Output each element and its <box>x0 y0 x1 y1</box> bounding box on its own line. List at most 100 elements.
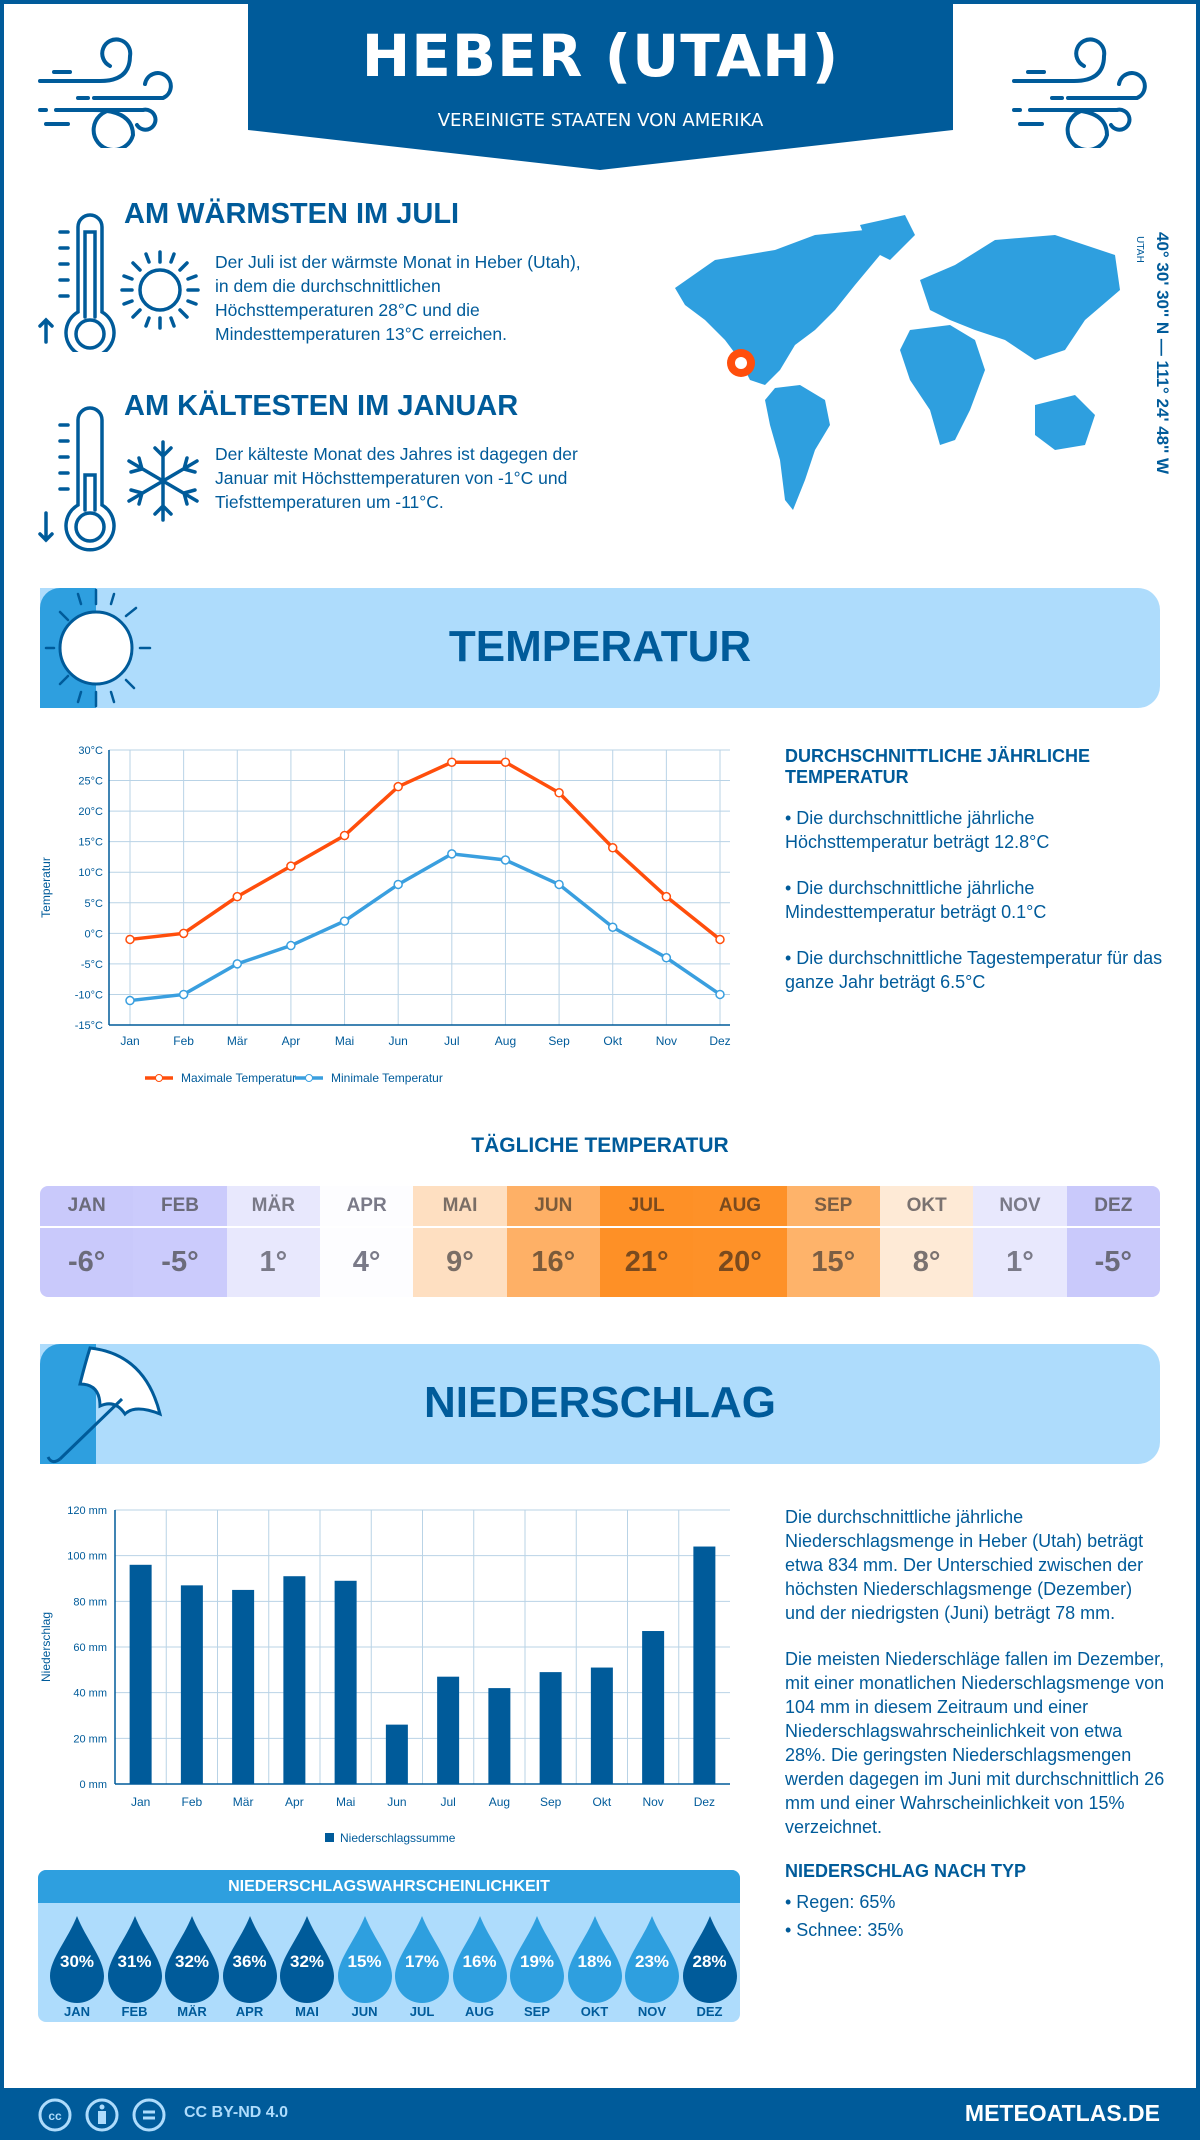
daily-value-7: 20° <box>693 1227 787 1297</box>
bar-Jun <box>385 1724 408 1784</box>
bar-Okt <box>590 1667 613 1784</box>
probability-drop: 17% JUL <box>393 1914 451 2019</box>
daily-month-3: APR <box>319 1186 414 1228</box>
data-point <box>661 891 672 902</box>
daily-value-0: -6° <box>40 1227 134 1297</box>
raindrop-icon <box>337 1916 392 2003</box>
annual-bullet-max: • Die durchschnittliche jährliche Höchst… <box>785 808 1050 852</box>
sun-icon <box>120 250 200 330</box>
daily-temperature-title: TÄGLICHE TEMPERATUR <box>471 1134 729 1157</box>
y-tick-label: 80 mm <box>73 1596 107 1608</box>
sun-banner-icon <box>44 588 152 708</box>
data-point <box>554 788 564 798</box>
attribution-icon <box>85 2098 119 2132</box>
annual-bullet-avg: • Die durchschnittliche Tagestemperatur … <box>785 948 1163 992</box>
site-link[interactable]: METEOATLAS.DE <box>964 2100 1160 2126</box>
x-tick-label: Aug <box>495 1034 516 1048</box>
data-point <box>286 861 296 871</box>
x-tick-label: Jan <box>120 1034 139 1048</box>
x-tick-label: Feb <box>182 1795 203 1809</box>
probability-value: 30% <box>59 1952 95 1971</box>
y-tick-label: 20°C <box>78 806 103 818</box>
x-tick-label: Dez <box>694 1795 715 1809</box>
y-axis-label: Niederschlag <box>39 1612 53 1682</box>
precipitation-type-heading: NIEDERSCHLAG NACH TYP <box>785 1861 1027 1881</box>
footer: cc CC BY-ND 4.0 METEOATLAS.DE <box>0 2088 1200 2140</box>
bar-Mär <box>232 1589 255 1784</box>
raindrop-icon <box>280 1916 334 2003</box>
daily-month-11: DEZ <box>1066 1186 1160 1228</box>
probability-value: 16% <box>462 1952 497 1971</box>
probability-month: APR <box>235 2004 264 2019</box>
x-tick-label: Jul <box>440 1795 455 1809</box>
legend-marker <box>305 1074 313 1082</box>
probability-month: JUL <box>409 2004 435 2019</box>
x-tick-label: Dez <box>709 1034 730 1048</box>
cc-icon <box>38 2098 72 2132</box>
x-tick-label: Okt <box>603 1034 622 1048</box>
x-tick-label: Jan <box>131 1795 150 1809</box>
bar-Apr <box>283 1576 306 1784</box>
thermometer-cold-icon <box>38 406 116 552</box>
probability-value: 28% <box>692 1952 727 1971</box>
x-tick-label: Apr <box>285 1795 304 1809</box>
daily-value-3: 4° <box>319 1227 414 1297</box>
precipitation-text-2: Die meisten Niederschläge fallen im Deze… <box>785 1649 1165 1837</box>
probability-value: 18% <box>577 1952 612 1971</box>
daily-month-7: AUG <box>693 1186 787 1228</box>
raindrop-icon <box>165 1916 219 2003</box>
daily-value-6: 21° <box>599 1227 694 1297</box>
y-tick-label: 10°C <box>78 867 103 879</box>
coldest-text: Der kälteste Monat des Jahres ist dagege… <box>215 444 578 512</box>
data-point <box>339 916 350 926</box>
y-tick-label: 100 mm <box>67 1551 107 1563</box>
data-point <box>607 843 618 853</box>
world-map <box>675 215 1120 510</box>
probability-drop: 19% SEP <box>508 1914 566 2019</box>
x-tick-label: Sep <box>548 1034 570 1048</box>
probability-month: MÄR <box>177 2004 207 2019</box>
data-point <box>339 830 350 841</box>
probability-month: SEP <box>523 2004 550 2019</box>
y-tick-label: -10°C <box>75 989 103 1001</box>
probability-drop: 32% MÄR <box>163 1914 221 2019</box>
data-point <box>607 922 618 932</box>
x-tick-label: Okt <box>593 1795 612 1809</box>
data-point <box>232 891 243 902</box>
y-tick-label: 5°C <box>85 898 104 910</box>
region-label: UTAH <box>1134 236 1145 264</box>
probability-drop: 23% NOV <box>623 1914 681 2019</box>
daily-month-5: JUN <box>506 1186 600 1228</box>
y-tick-label: 15°C <box>78 837 103 849</box>
data-point <box>715 989 725 1000</box>
daily-value-4: 9° <box>413 1227 507 1297</box>
header-banner <box>248 0 953 170</box>
probability-month: FEB <box>121 2004 148 2019</box>
daily-month-1: FEB <box>133 1186 227 1228</box>
y-tick-label: -5°C <box>81 959 103 971</box>
daily-value-1: -5° <box>133 1227 227 1297</box>
y-axis-label: Temperatur <box>39 857 53 918</box>
daily-month-6: JUL <box>599 1186 694 1228</box>
raindrop-icon <box>625 1916 679 2003</box>
temperature-banner-title: TEMPERATUR <box>448 622 752 671</box>
precipitation-text-1: Die durchschnittliche jährliche Niedersc… <box>785 1507 1144 1623</box>
probability-value: 17% <box>404 1952 440 1971</box>
y-tick-label: 0 mm <box>80 1779 108 1791</box>
bar-Jul <box>437 1676 460 1784</box>
x-tick-label: Feb <box>173 1034 194 1048</box>
x-tick-label: Apr <box>282 1034 301 1048</box>
no-derivatives-icon <box>132 2098 166 2132</box>
data-point <box>393 781 403 792</box>
probability-drop: 30% JAN <box>48 1914 106 2019</box>
y-tick-label: 120 mm <box>67 1505 107 1517</box>
precipitation-banner: NIEDERSCHLAG <box>40 1344 1160 1464</box>
legend-marker <box>155 1074 163 1082</box>
precipitation-probability-title: NIEDERSCHLAGSWAHRSCHEINLICHKEIT <box>38 1870 740 1903</box>
annual-temperature-summary: DURCHSCHNITTLICHE JÄHRLICHE TEMPERATUR •… <box>785 746 1165 1016</box>
raindrop-icon <box>682 1916 737 2003</box>
x-tick-label: Mai <box>336 1795 355 1809</box>
svg-text:cc: cc <box>48 2109 62 2123</box>
precipitation-banner-title: NIEDERSCHLAG <box>423 1378 777 1427</box>
legend-swatch <box>325 1833 334 1842</box>
